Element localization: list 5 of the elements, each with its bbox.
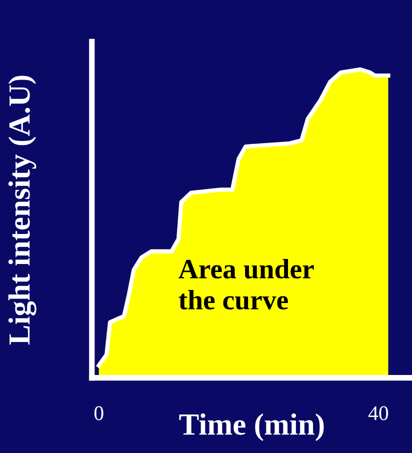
y-axis-title: Light intensity (A.U) <box>8 76 36 345</box>
x-axis-title: Time (min) <box>179 413 324 442</box>
x-tick-label: 40 <box>368 406 388 420</box>
x-tick-label: 0 <box>94 406 104 420</box>
annotation: Area under the curve <box>178 258 314 310</box>
